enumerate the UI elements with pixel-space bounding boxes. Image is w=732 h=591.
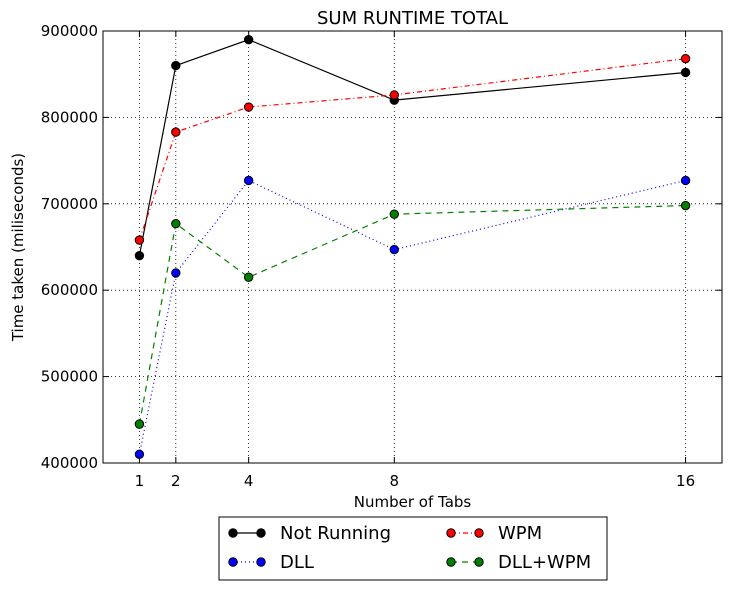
data-point bbox=[389, 209, 399, 219]
legend-item-wpm: WPM bbox=[446, 523, 542, 544]
series-dll-wpm bbox=[134, 200, 691, 429]
series-not-running bbox=[134, 34, 691, 261]
series-wpm bbox=[134, 53, 691, 245]
series-dll bbox=[134, 175, 691, 460]
legend-label: WPM bbox=[498, 523, 542, 544]
legend-frame bbox=[218, 516, 608, 581]
legend-marker bbox=[228, 557, 238, 567]
series-layer bbox=[134, 34, 691, 460]
y-tick-label: 400000 bbox=[41, 454, 98, 472]
series-line bbox=[138, 179, 686, 455]
ticks: 1 2 4 8 16 400000 500000 600000 700000 800000 9000… bbox=[41, 22, 722, 490]
legend-label: DLL bbox=[280, 552, 314, 573]
y-tick-label: 600000 bbox=[41, 281, 98, 299]
data-point bbox=[243, 175, 254, 186]
data-point bbox=[134, 250, 145, 261]
data-point bbox=[134, 235, 145, 245]
legend-item-dll-wpm: DLL+WPM bbox=[446, 552, 591, 573]
legend-marker bbox=[228, 528, 238, 538]
data-point bbox=[680, 53, 691, 64]
x-tick-label: 2 bbox=[171, 472, 181, 490]
legend: Not Running DLL WPM DLL+WPM bbox=[218, 516, 608, 581]
legend-label: DLL+WPM bbox=[498, 552, 591, 573]
legend-marker bbox=[256, 557, 266, 567]
series-line bbox=[138, 38, 686, 256]
data-point bbox=[680, 67, 691, 78]
data-point bbox=[171, 268, 181, 278]
x-tick-label: 8 bbox=[390, 472, 400, 490]
data-point bbox=[171, 127, 181, 137]
plot-frame bbox=[102, 30, 723, 464]
x-axis-label: Number of Tabs bbox=[354, 493, 472, 511]
y-tick-label: 700000 bbox=[41, 195, 98, 213]
data-point bbox=[171, 218, 181, 229]
legend-label: Not Running bbox=[280, 523, 391, 544]
data-point bbox=[680, 175, 691, 186]
data-point bbox=[134, 419, 145, 429]
y-tick-label: 800000 bbox=[41, 108, 98, 126]
y-tick-label: 500000 bbox=[41, 368, 98, 386]
legend-marker bbox=[474, 557, 484, 567]
legend-marker bbox=[256, 528, 266, 538]
x-tick-label: 16 bbox=[676, 472, 695, 490]
x-tick-label: 1 bbox=[135, 472, 145, 490]
chart-title: SUM RUNTIME TOTAL bbox=[317, 8, 508, 29]
y-tick-label: 900000 bbox=[41, 22, 98, 40]
data-point bbox=[389, 244, 399, 255]
legend-item-dll: DLL bbox=[228, 552, 314, 573]
legend-marker bbox=[446, 557, 456, 567]
legend-marker bbox=[446, 528, 456, 538]
legend-marker bbox=[474, 528, 484, 538]
series-line bbox=[138, 204, 686, 425]
data-point bbox=[389, 90, 399, 100]
y-axis-label: Time taken (miliseconds) bbox=[9, 153, 27, 342]
legend-item-not-running: Not Running bbox=[228, 523, 391, 544]
series-line bbox=[138, 58, 686, 241]
data-point bbox=[171, 60, 181, 71]
x-tick-label: 4 bbox=[244, 472, 254, 490]
data-point bbox=[680, 200, 691, 211]
data-point bbox=[243, 102, 254, 112]
grid bbox=[103, 30, 722, 464]
data-point bbox=[243, 272, 254, 282]
